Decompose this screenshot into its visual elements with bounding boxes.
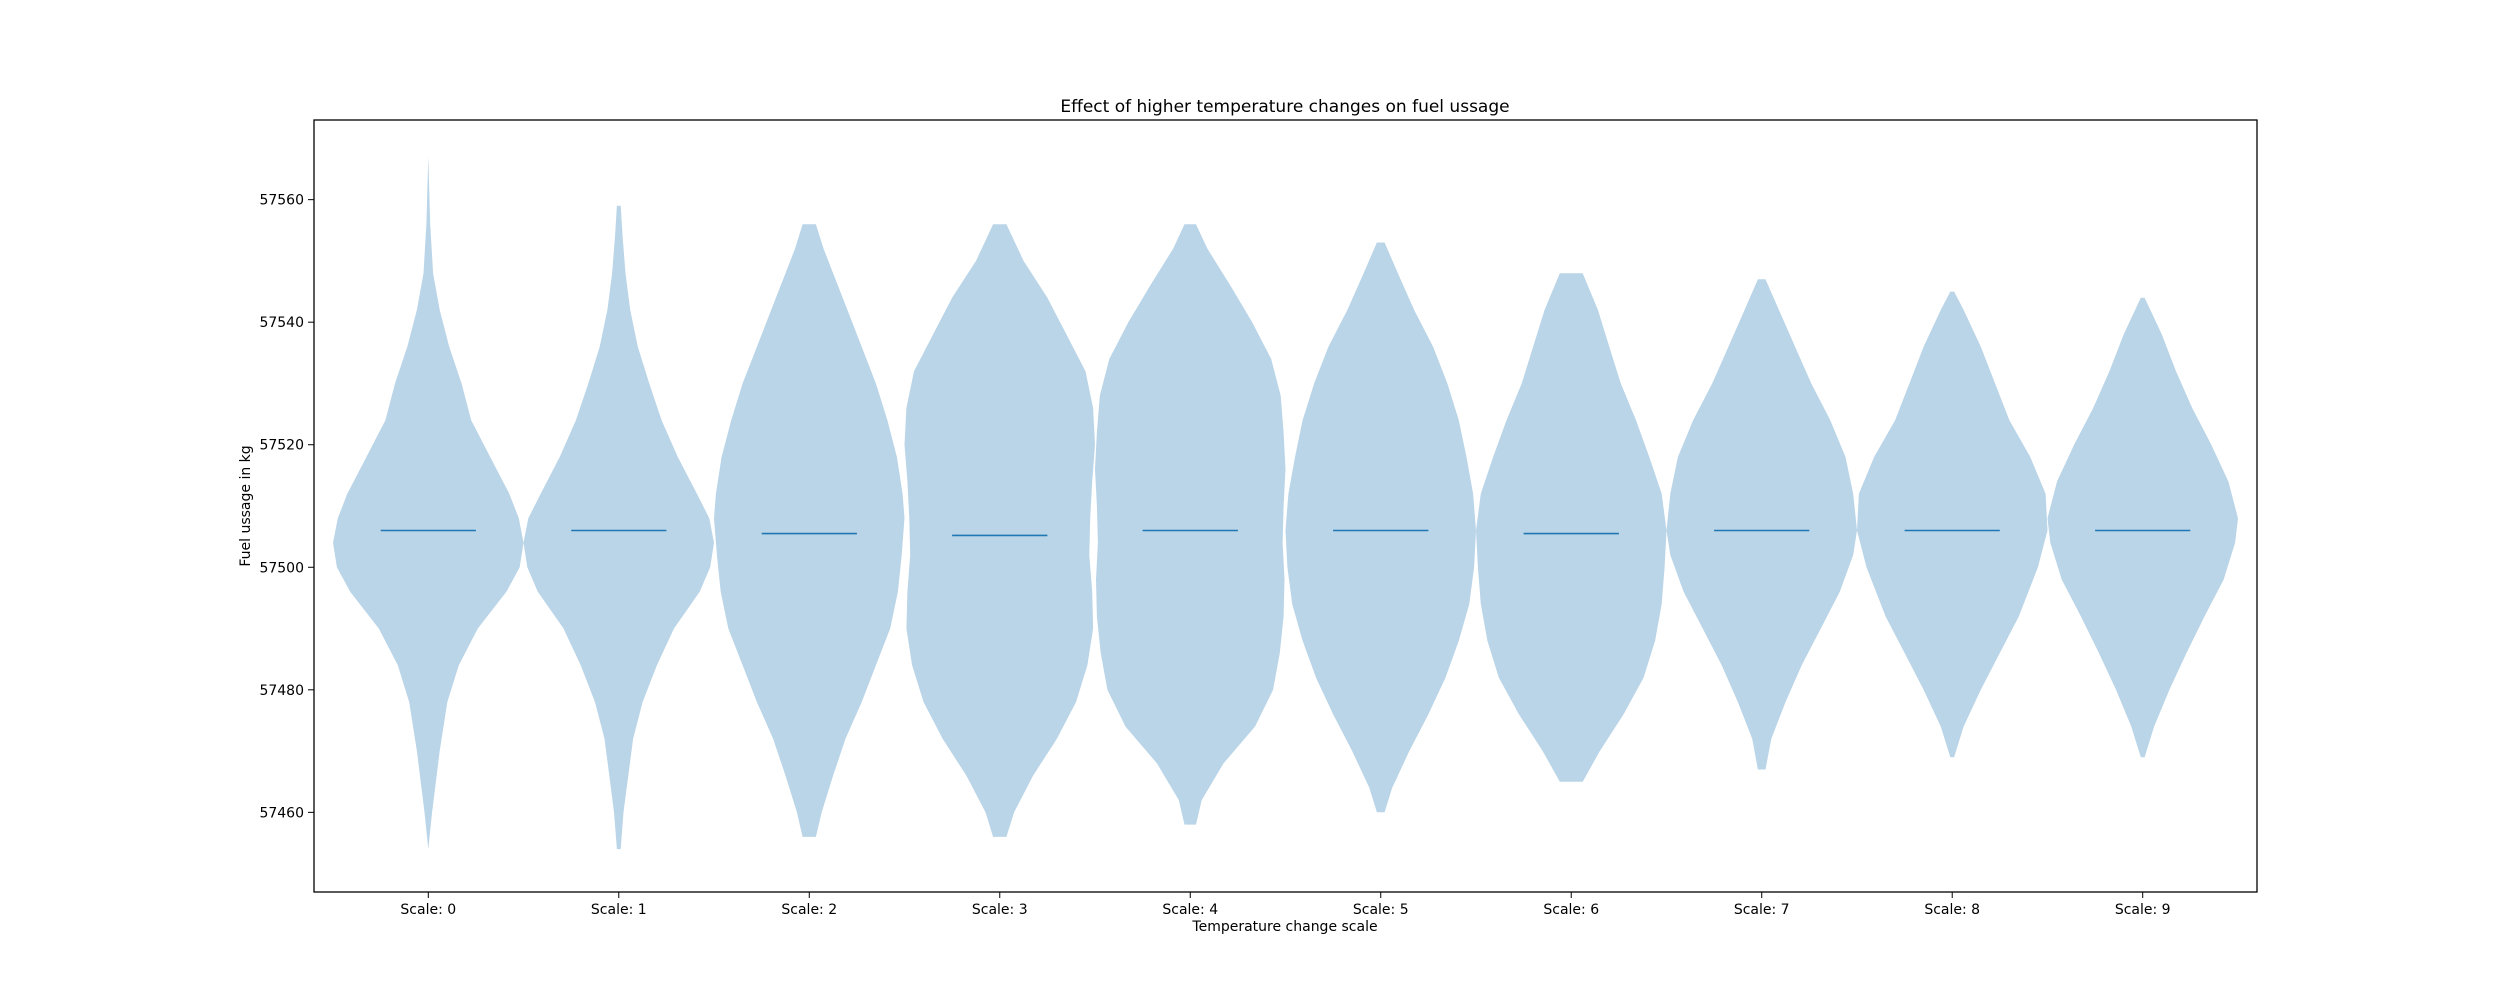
x-tick-label: Scale: 9	[2115, 902, 2171, 918]
x-tick-label: Scale: 3	[972, 902, 1028, 918]
violin-body	[1285, 242, 1476, 813]
x-axis-label: Temperature change scale	[1191, 919, 1377, 935]
violin-body	[1857, 291, 2048, 758]
x-tick-label: Scale: 6	[1543, 902, 1599, 918]
x-tick-label: Scale: 0	[400, 902, 456, 918]
x-tick-label: Scale: 1	[591, 902, 647, 918]
violin-body	[1476, 273, 1667, 782]
y-axis: 57460 57480 57500 57520 57540 57560	[259, 193, 314, 821]
chart-title: Effect of higher temperature changes on …	[1060, 97, 1509, 117]
violin-body	[333, 156, 524, 850]
x-tick-label: Scale: 2	[781, 902, 837, 918]
violin-body	[714, 224, 905, 837]
y-tick-label: 57560	[259, 193, 304, 209]
y-tick-label: 57540	[259, 315, 304, 331]
violin-body	[2047, 297, 2238, 758]
y-tick-label: 57460	[259, 805, 304, 821]
x-tick-label: Scale: 8	[1924, 902, 1980, 918]
x-tick-label: Scale: 7	[1734, 902, 1790, 918]
y-axis-label: Fuel ussage in kg	[238, 445, 254, 566]
violin-body	[523, 205, 714, 850]
violin-group	[333, 156, 2238, 850]
y-tick-label: 57520	[259, 438, 304, 454]
violin-body	[904, 224, 1095, 837]
violin-body	[1095, 224, 1286, 825]
x-tick-label: Scale: 5	[1353, 902, 1409, 918]
plot-frame	[313, 119, 2258, 893]
y-tick-label: 57500	[259, 560, 304, 576]
violin-body	[1666, 279, 1857, 770]
y-tick-label: 57480	[259, 683, 304, 699]
x-tick-label: Scale: 4	[1162, 902, 1218, 918]
x-axis: Scale: 0 Scale: 1 Scale: 2 Scale: 3 Scale: 4…	[400, 892, 2171, 918]
